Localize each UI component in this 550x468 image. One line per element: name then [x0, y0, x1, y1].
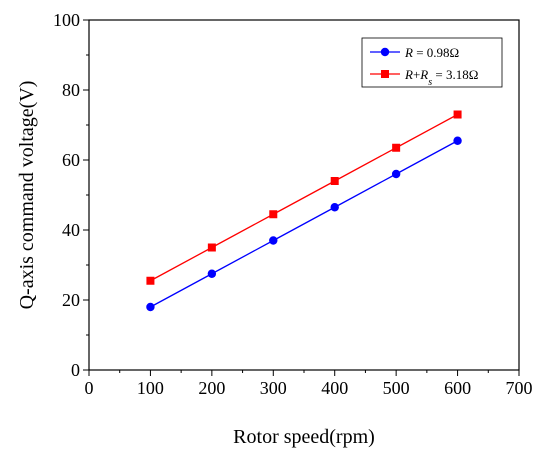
legend-label-part: = 3.18Ω	[432, 67, 478, 82]
data-point-square	[392, 143, 401, 152]
legend-label-part: +	[413, 67, 420, 82]
data-point-square	[146, 276, 155, 285]
y-tick-label: 0	[71, 360, 80, 380]
y-tick-label: 20	[62, 290, 80, 310]
y-tick-label: 40	[62, 220, 80, 240]
series-line	[150, 140, 458, 308]
legend-marker-square	[381, 70, 389, 78]
x-tick-label: 700	[506, 378, 533, 398]
legend-label: R+Rs = 3.18Ω	[404, 67, 478, 88]
x-tick-label: 0	[85, 378, 94, 398]
legend-label: R = 0.98Ω	[404, 45, 459, 60]
data-point-circle	[330, 203, 339, 212]
data-point-square	[269, 210, 278, 219]
data-point-square	[453, 110, 462, 119]
legend-label-part: R	[404, 45, 413, 60]
y-tick-label: 60	[62, 150, 80, 170]
x-axis-title: Rotor speed(rpm)	[233, 426, 375, 448]
axis-ticks: 0 100 200 300 400 500 600 700 0 20 40 60 80 100	[53, 10, 533, 398]
legend-box	[361, 37, 503, 88]
legend-label-part: = 0.98Ω	[413, 45, 459, 60]
data-point-square	[330, 177, 339, 185]
x-tick-label: 400	[321, 378, 348, 398]
x-tick-label: 100	[137, 378, 164, 398]
x-tick-label: 600	[444, 378, 471, 398]
series-2	[146, 110, 462, 285]
y-tick-label: 80	[62, 80, 80, 100]
data-point-square	[207, 243, 216, 252]
legend-label-part: R	[404, 67, 413, 82]
y-axis-title: Q-axis command voltage(V)	[16, 81, 38, 310]
series-line	[150, 113, 458, 282]
x-tick-label: 300	[260, 378, 287, 398]
legend-label-part: R	[419, 67, 428, 82]
legend-marker-circle	[380, 47, 390, 57]
series-1	[146, 136, 462, 312]
data-point-circle	[207, 269, 217, 278]
data-point-circle	[453, 136, 462, 145]
x-tick-label: 200	[198, 378, 225, 398]
y-tick-label: 100	[53, 10, 80, 30]
data-point-circle	[146, 302, 155, 312]
data-point-circle	[391, 169, 401, 179]
series-layer	[146, 110, 462, 312]
legend-label-part: s	[428, 77, 432, 88]
data-point-circle	[269, 236, 278, 245]
x-tick-label: 500	[383, 378, 410, 398]
